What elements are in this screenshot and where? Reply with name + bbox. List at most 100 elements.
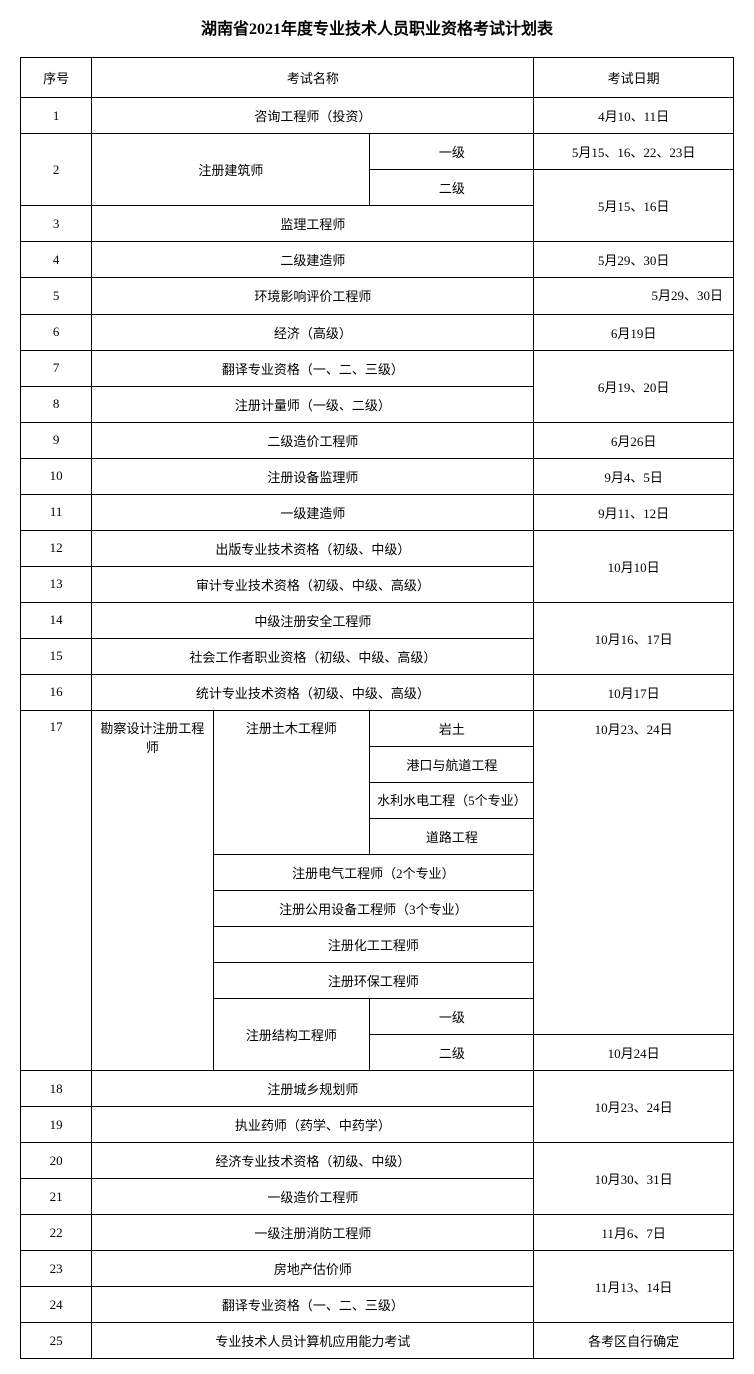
cell-level: 二级 [370, 170, 534, 206]
cell-seq: 8 [21, 386, 92, 422]
cell-seq: 24 [21, 1287, 92, 1323]
cell-subcat: 注册结构工程师 [213, 999, 370, 1071]
cell-name: 中级注册安全工程师 [92, 602, 534, 638]
cell-name: 注册设备监理师 [92, 458, 534, 494]
cell-date: 6月19日 [534, 314, 734, 350]
cell-name: 二级建造师 [92, 242, 534, 278]
cell-date: 11月13、14日 [534, 1251, 734, 1323]
table-row: 18 注册城乡规划师 10月23、24日 [21, 1071, 734, 1107]
table-row: 25 专业技术人员计算机应用能力考试 各考区自行确定 [21, 1323, 734, 1359]
table-row: 9 二级造价工程师 6月26日 [21, 422, 734, 458]
cell-seq: 20 [21, 1143, 92, 1179]
cell-name: 注册建筑师 [92, 134, 370, 206]
header-name: 考试名称 [92, 58, 534, 98]
table-row: 12 出版专业技术资格（初级、中级） 10月10日 [21, 530, 734, 566]
cell-subcat: 注册公用设备工程师（3个专业） [213, 891, 534, 927]
page-title: 湖南省2021年度专业技术人员职业资格考试计划表 [20, 15, 734, 39]
cell-name: 统计专业技术资格（初级、中级、高级） [92, 674, 534, 710]
cell-seq: 11 [21, 494, 92, 530]
table-row: 11 一级建造师 9月11、12日 [21, 494, 734, 530]
cell-date: 10月24日 [534, 1035, 734, 1071]
table-row: 22 一级注册消防工程师 11月6、7日 [21, 1215, 734, 1251]
cell-name: 一级建造师 [92, 494, 534, 530]
cell-name: 经济（高级） [92, 314, 534, 350]
cell-date: 5月29、30日 [534, 278, 734, 315]
cell-subcat: 注册土木工程师 [213, 710, 370, 855]
cell-date: 11月6、7日 [534, 1215, 734, 1251]
cell-seq: 4 [21, 242, 92, 278]
cell-seq: 9 [21, 422, 92, 458]
cell-name: 审计专业技术资格（初级、中级、高级） [92, 566, 534, 602]
cell-level: 一级 [370, 134, 534, 170]
cell-seq: 15 [21, 638, 92, 674]
cell-date: 10月23、24日 [534, 1071, 734, 1143]
cell-seq: 7 [21, 350, 92, 386]
cell-spec: 岩土 [370, 710, 534, 746]
table-row: 20 经济专业技术资格（初级、中级） 10月30、31日 [21, 1143, 734, 1179]
cell-name: 专业技术人员计算机应用能力考试 [92, 1323, 534, 1359]
cell-date: 10月23、24日 [534, 710, 734, 1035]
cell-seq: 21 [21, 1179, 92, 1215]
table-row: 4 二级建造师 5月29、30日 [21, 242, 734, 278]
cell-spec: 道路工程 [370, 819, 534, 855]
table-header-row: 序号 考试名称 考试日期 [21, 58, 734, 98]
cell-seq: 5 [21, 278, 92, 315]
cell-seq: 16 [21, 674, 92, 710]
cell-name: 执业药师（药学、中药学） [92, 1107, 534, 1143]
header-seq: 序号 [21, 58, 92, 98]
table-row: 17 勘察设计注册工程师 注册土木工程师 岩土 10月23、24日 [21, 710, 734, 746]
cell-name: 社会工作者职业资格（初级、中级、高级） [92, 638, 534, 674]
cell-seq: 18 [21, 1071, 92, 1107]
cell-name: 一级造价工程师 [92, 1179, 534, 1215]
cell-seq: 13 [21, 566, 92, 602]
cell-subcat: 注册电气工程师（2个专业） [213, 855, 534, 891]
table-row: 16 统计专业技术资格（初级、中级、高级） 10月17日 [21, 674, 734, 710]
cell-seq: 23 [21, 1251, 92, 1287]
cell-date: 5月15、16日 [534, 170, 734, 242]
cell-seq: 3 [21, 206, 92, 242]
cell-level: 二级 [370, 1035, 534, 1071]
cell-date: 9月4、5日 [534, 458, 734, 494]
cell-name: 翻译专业资格（一、二、三级） [92, 350, 534, 386]
cell-spec: 港口与航道工程 [370, 746, 534, 782]
cell-name: 一级注册消防工程师 [92, 1215, 534, 1251]
cell-seq: 17 [21, 710, 92, 1071]
cell-name: 二级造价工程师 [92, 422, 534, 458]
cell-seq: 14 [21, 602, 92, 638]
cell-date: 10月10日 [534, 530, 734, 602]
table-row: 14 中级注册安全工程师 10月16、17日 [21, 602, 734, 638]
table-row: 7 翻译专业资格（一、二、三级） 6月19、20日 [21, 350, 734, 386]
cell-date: 4月10、11日 [534, 98, 734, 134]
cell-seq: 6 [21, 314, 92, 350]
table-row: 5 环境影响评价工程师 5月29、30日 [21, 278, 734, 315]
cell-date: 5月29、30日 [534, 242, 734, 278]
cell-date: 10月30、31日 [534, 1143, 734, 1215]
header-date: 考试日期 [534, 58, 734, 98]
cell-name: 翻译专业资格（一、二、三级） [92, 1287, 534, 1323]
cell-category: 勘察设计注册工程师 [92, 710, 213, 1071]
table-row: 2 注册建筑师 一级 5月15、16、22、23日 [21, 134, 734, 170]
cell-date: 6月19、20日 [534, 350, 734, 422]
cell-date: 10月16、17日 [534, 602, 734, 674]
cell-seq: 19 [21, 1107, 92, 1143]
cell-spec: 水利水电工程（5个专业） [370, 782, 534, 819]
cell-seq: 2 [21, 134, 92, 206]
cell-name: 监理工程师 [92, 206, 534, 242]
cell-name: 环境影响评价工程师 [92, 278, 534, 315]
cell-date: 各考区自行确定 [534, 1323, 734, 1359]
table-row: 1 咨询工程师（投资） 4月10、11日 [21, 98, 734, 134]
cell-name: 注册计量师（一级、二级） [92, 386, 534, 422]
table-row: 23 房地产估价师 11月13、14日 [21, 1251, 734, 1287]
cell-name: 经济专业技术资格（初级、中级） [92, 1143, 534, 1179]
cell-name: 房地产估价师 [92, 1251, 534, 1287]
cell-seq: 12 [21, 530, 92, 566]
cell-name: 注册城乡规划师 [92, 1071, 534, 1107]
cell-date: 6月26日 [534, 422, 734, 458]
cell-name: 咨询工程师（投资） [92, 98, 534, 134]
table-row: 6 经济（高级） 6月19日 [21, 314, 734, 350]
cell-name: 出版专业技术资格（初级、中级） [92, 530, 534, 566]
cell-level: 一级 [370, 999, 534, 1035]
exam-schedule-table: 序号 考试名称 考试日期 1 咨询工程师（投资） 4月10、11日 2 注册建筑… [20, 57, 734, 1359]
cell-date: 5月15、16、22、23日 [534, 134, 734, 170]
cell-date: 9月11、12日 [534, 494, 734, 530]
